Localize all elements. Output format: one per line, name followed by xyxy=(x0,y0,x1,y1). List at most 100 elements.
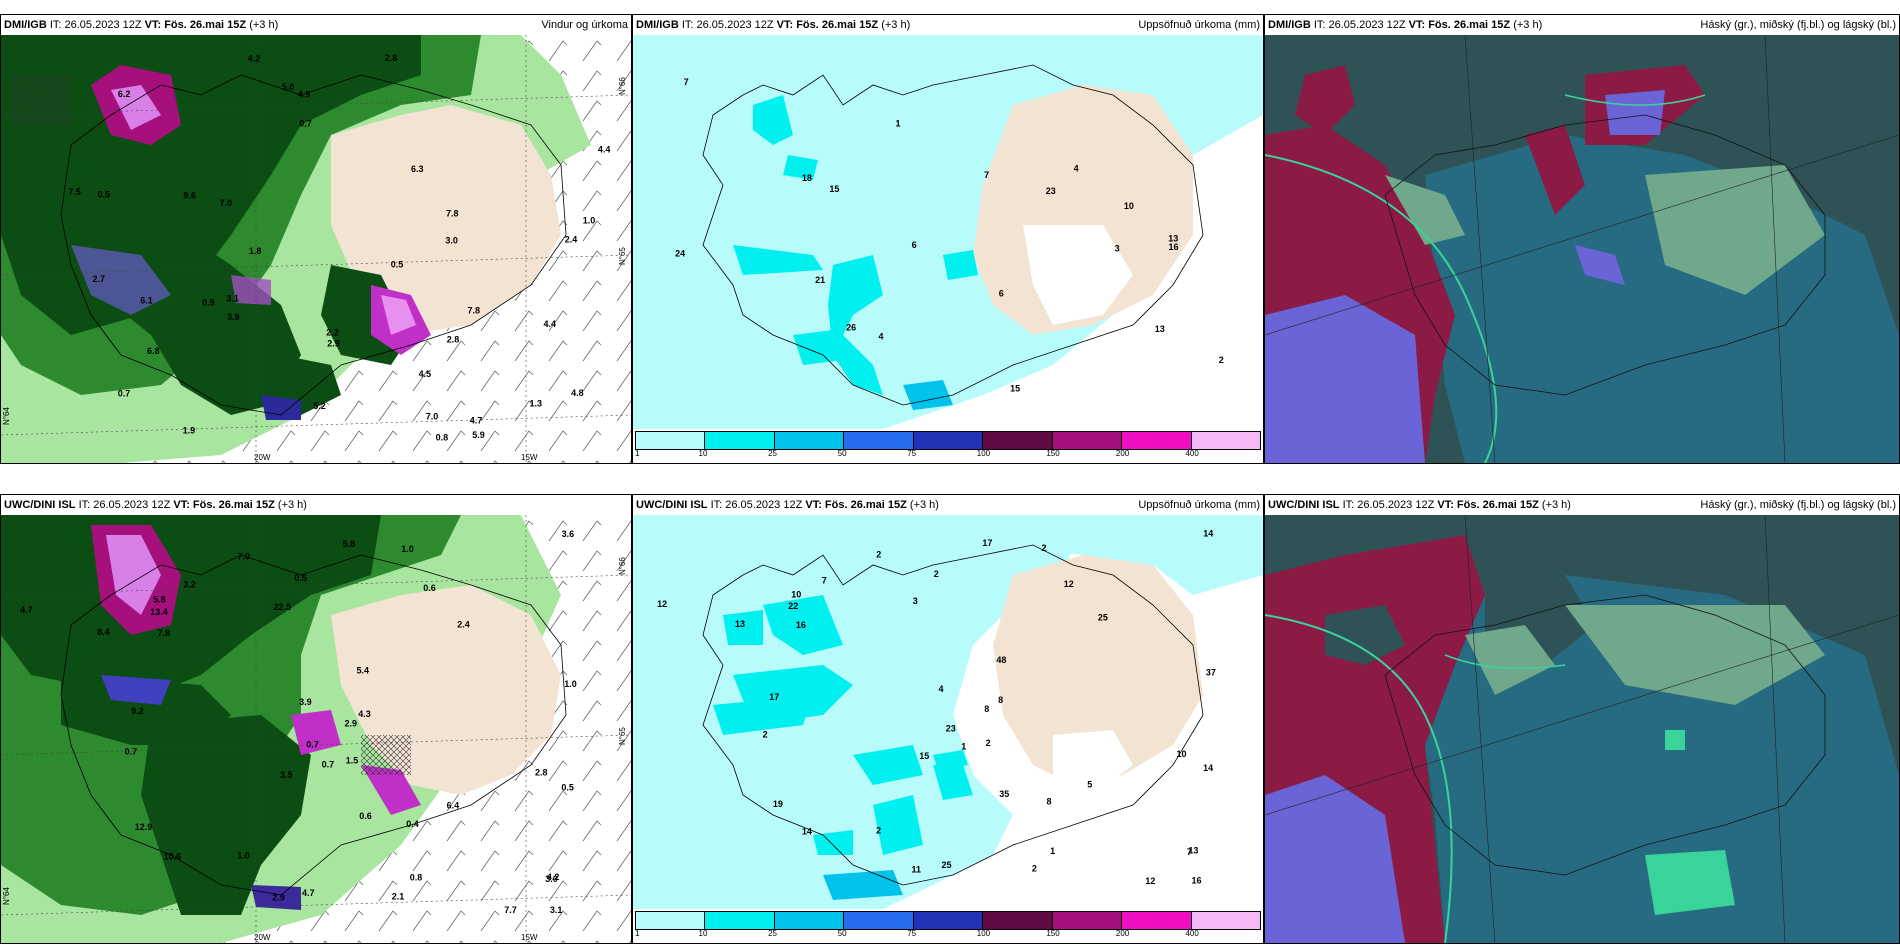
wind-values: 0.4 2.9 2.8 3.2 4.3 4.2 3.5 0.5 0.6 0.7 1.0 0.6 2.4 3… xyxy=(20,529,577,915)
map-value-label: 6.8 xyxy=(147,346,160,356)
map-value-label: 9.6 xyxy=(183,190,196,200)
lon-label: 20W xyxy=(254,453,271,462)
colorbar-cell xyxy=(1191,432,1260,449)
map-value-label: 13 xyxy=(1168,234,1178,244)
precip-map-svg: 8810781315141223373525141617141216221913… xyxy=(633,515,1263,909)
model-name: UWC/DINI ISL xyxy=(1268,499,1340,511)
colorbar-tick-label: 200 xyxy=(1115,449,1130,458)
colorbar: 1 10 25 50 75 100 150 200 400 xyxy=(635,911,1261,941)
lon-label: 15W xyxy=(521,933,538,942)
lead-time: (+3 h) xyxy=(1513,19,1543,31)
coastline xyxy=(1384,594,1826,876)
map-value-label: 12 xyxy=(1145,876,1155,886)
colorbar-cell xyxy=(983,912,1053,929)
map-value-label: 16 xyxy=(1192,876,1202,886)
map-value-label: 17 xyxy=(769,692,779,702)
map-value-label: 7 xyxy=(1187,847,1192,857)
coastline xyxy=(702,544,1204,886)
colorbar-cell xyxy=(636,432,706,449)
colorbar-tick-label: 50 xyxy=(837,449,847,458)
panel-title: UWC/DINI ISL IT: 26.05.2023 12Z VT: Fös.… xyxy=(1,495,631,515)
map-value-label: 1.3 xyxy=(530,398,543,408)
map-value-label: 7.0 xyxy=(237,551,250,561)
model-name: UWC/DINI ISL xyxy=(636,499,708,511)
map-value-label: 1 xyxy=(961,742,966,752)
map-value-label: 1.9 xyxy=(183,426,196,436)
precip-panel-dmi: DMI/IGB IT: 26.05.2023 12Z VT: Fös. 26.m… xyxy=(632,14,1264,464)
colorbar-tick-label: 200 xyxy=(1115,929,1130,938)
colorbar-cells xyxy=(635,911,1261,930)
map-value-label: 7.0 xyxy=(426,412,439,422)
map-value-label: 24 xyxy=(675,249,685,259)
map-value-label: 6 xyxy=(999,288,1004,298)
cloud-map-svg xyxy=(1265,515,1899,943)
land-area xyxy=(331,105,561,335)
map-value-label: 4.8 xyxy=(571,388,584,398)
map-value-label: 2.9 xyxy=(345,719,358,729)
map-value-label: 7.7 xyxy=(504,905,517,915)
map-value-label: 0.7 xyxy=(125,746,138,756)
init-time: IT: 26.05.2023 12Z xyxy=(1342,499,1435,511)
map-value-label: 12 xyxy=(1064,579,1074,589)
map-value-label: 1 xyxy=(1050,846,1055,856)
map-value-label: 2.4 xyxy=(565,235,578,245)
map-value-label: 17 xyxy=(982,538,992,548)
model-name: DMI/IGB xyxy=(636,19,679,31)
map-value-label: 1.5 xyxy=(346,756,359,766)
panel-title: DMI/IGB IT: 26.05.2023 12Z VT: Fös. 26.m… xyxy=(1265,15,1899,35)
map-value-label: 1.8 xyxy=(249,246,262,256)
map-value-label: 0.6 xyxy=(359,811,372,821)
map-value-label: 18 xyxy=(802,173,812,183)
map-value-label: 1.0 xyxy=(583,216,596,226)
init-time: IT: 26.05.2023 12Z xyxy=(78,499,171,511)
colorbar-cell xyxy=(1052,432,1123,449)
map-value-label: 4.9 xyxy=(298,89,311,99)
map-value-label: 5.4 xyxy=(357,666,370,676)
lat-label: N°66 xyxy=(618,557,627,575)
map-value-label: 7 xyxy=(984,170,989,180)
colorbar-tick-label: 150 xyxy=(1046,929,1060,938)
valid-time: VT: Fös. 26.mai 15Z xyxy=(1437,499,1539,511)
map-value-label: 14 xyxy=(1203,763,1213,773)
map-value-label: 25 xyxy=(1098,612,1108,622)
colorbar-tick-label: 150 xyxy=(1046,449,1060,458)
lon-label: 20W xyxy=(254,933,271,942)
coastline xyxy=(1384,114,1826,396)
map-value-label: 7 xyxy=(684,77,689,87)
map-value-label: 0.8 xyxy=(410,873,423,883)
colorbar-cell xyxy=(636,912,706,929)
wind-map: 20W 15W N°66 N°65 N°64 0.4 2.9 2.8 3.2 4.3 4.… xyxy=(1,515,631,943)
map-value-label: 4.2 xyxy=(248,54,261,64)
map-value-label: 12.9 xyxy=(135,822,153,832)
wind-map-svg: 20W 15W N°66 N°65 N°64 2.8 1.3 1.9 2.2 7.0 3.… xyxy=(1,35,631,463)
colorbar-cell xyxy=(774,912,845,929)
land-area xyxy=(973,85,1193,335)
map-value-label: 13 xyxy=(735,619,745,629)
precip-map: 3 4 7 13 15 6 10 13 4 2 6 21 23 26 15 18 16 24 7 1 xyxy=(633,35,1263,429)
colorbar-cell xyxy=(705,912,775,929)
lead-time: (+3 h) xyxy=(249,19,279,31)
map-value-label: 6.2 xyxy=(118,89,131,99)
map-value-label: 0.8 xyxy=(436,432,449,442)
colorbar-cell xyxy=(844,912,914,929)
lead-time: (+3 h) xyxy=(277,499,307,511)
map-value-label: 35 xyxy=(999,789,1009,799)
map-value-label: 4.4 xyxy=(598,145,611,155)
lead-time: (+3 h) xyxy=(1541,499,1571,511)
map-value-label: 2.2 xyxy=(326,327,339,337)
coastline xyxy=(702,64,1204,406)
init-time: IT: 26.05.2023 12Z xyxy=(1313,19,1406,31)
colorbar-cell xyxy=(983,432,1053,449)
map-value-label: 4 xyxy=(879,331,884,341)
wind-map: 20W 15W N°66 N°65 N°64 2.8 1.3 1.9 2.2 7.0 3.… xyxy=(1,35,631,463)
map-value-label: 9.2 xyxy=(131,706,144,716)
map-value-label: 10 xyxy=(1177,749,1187,759)
map-value-label: 0.9 xyxy=(202,297,215,307)
map-value-label: 12 xyxy=(657,599,667,609)
map-value-label: 2 xyxy=(986,738,991,748)
colorbar-tick-label: 10 xyxy=(698,929,708,938)
map-value-label: 10 xyxy=(791,589,801,599)
colorbar-tick-label: 25 xyxy=(768,929,778,938)
map-value-label: 4.7 xyxy=(470,416,483,426)
